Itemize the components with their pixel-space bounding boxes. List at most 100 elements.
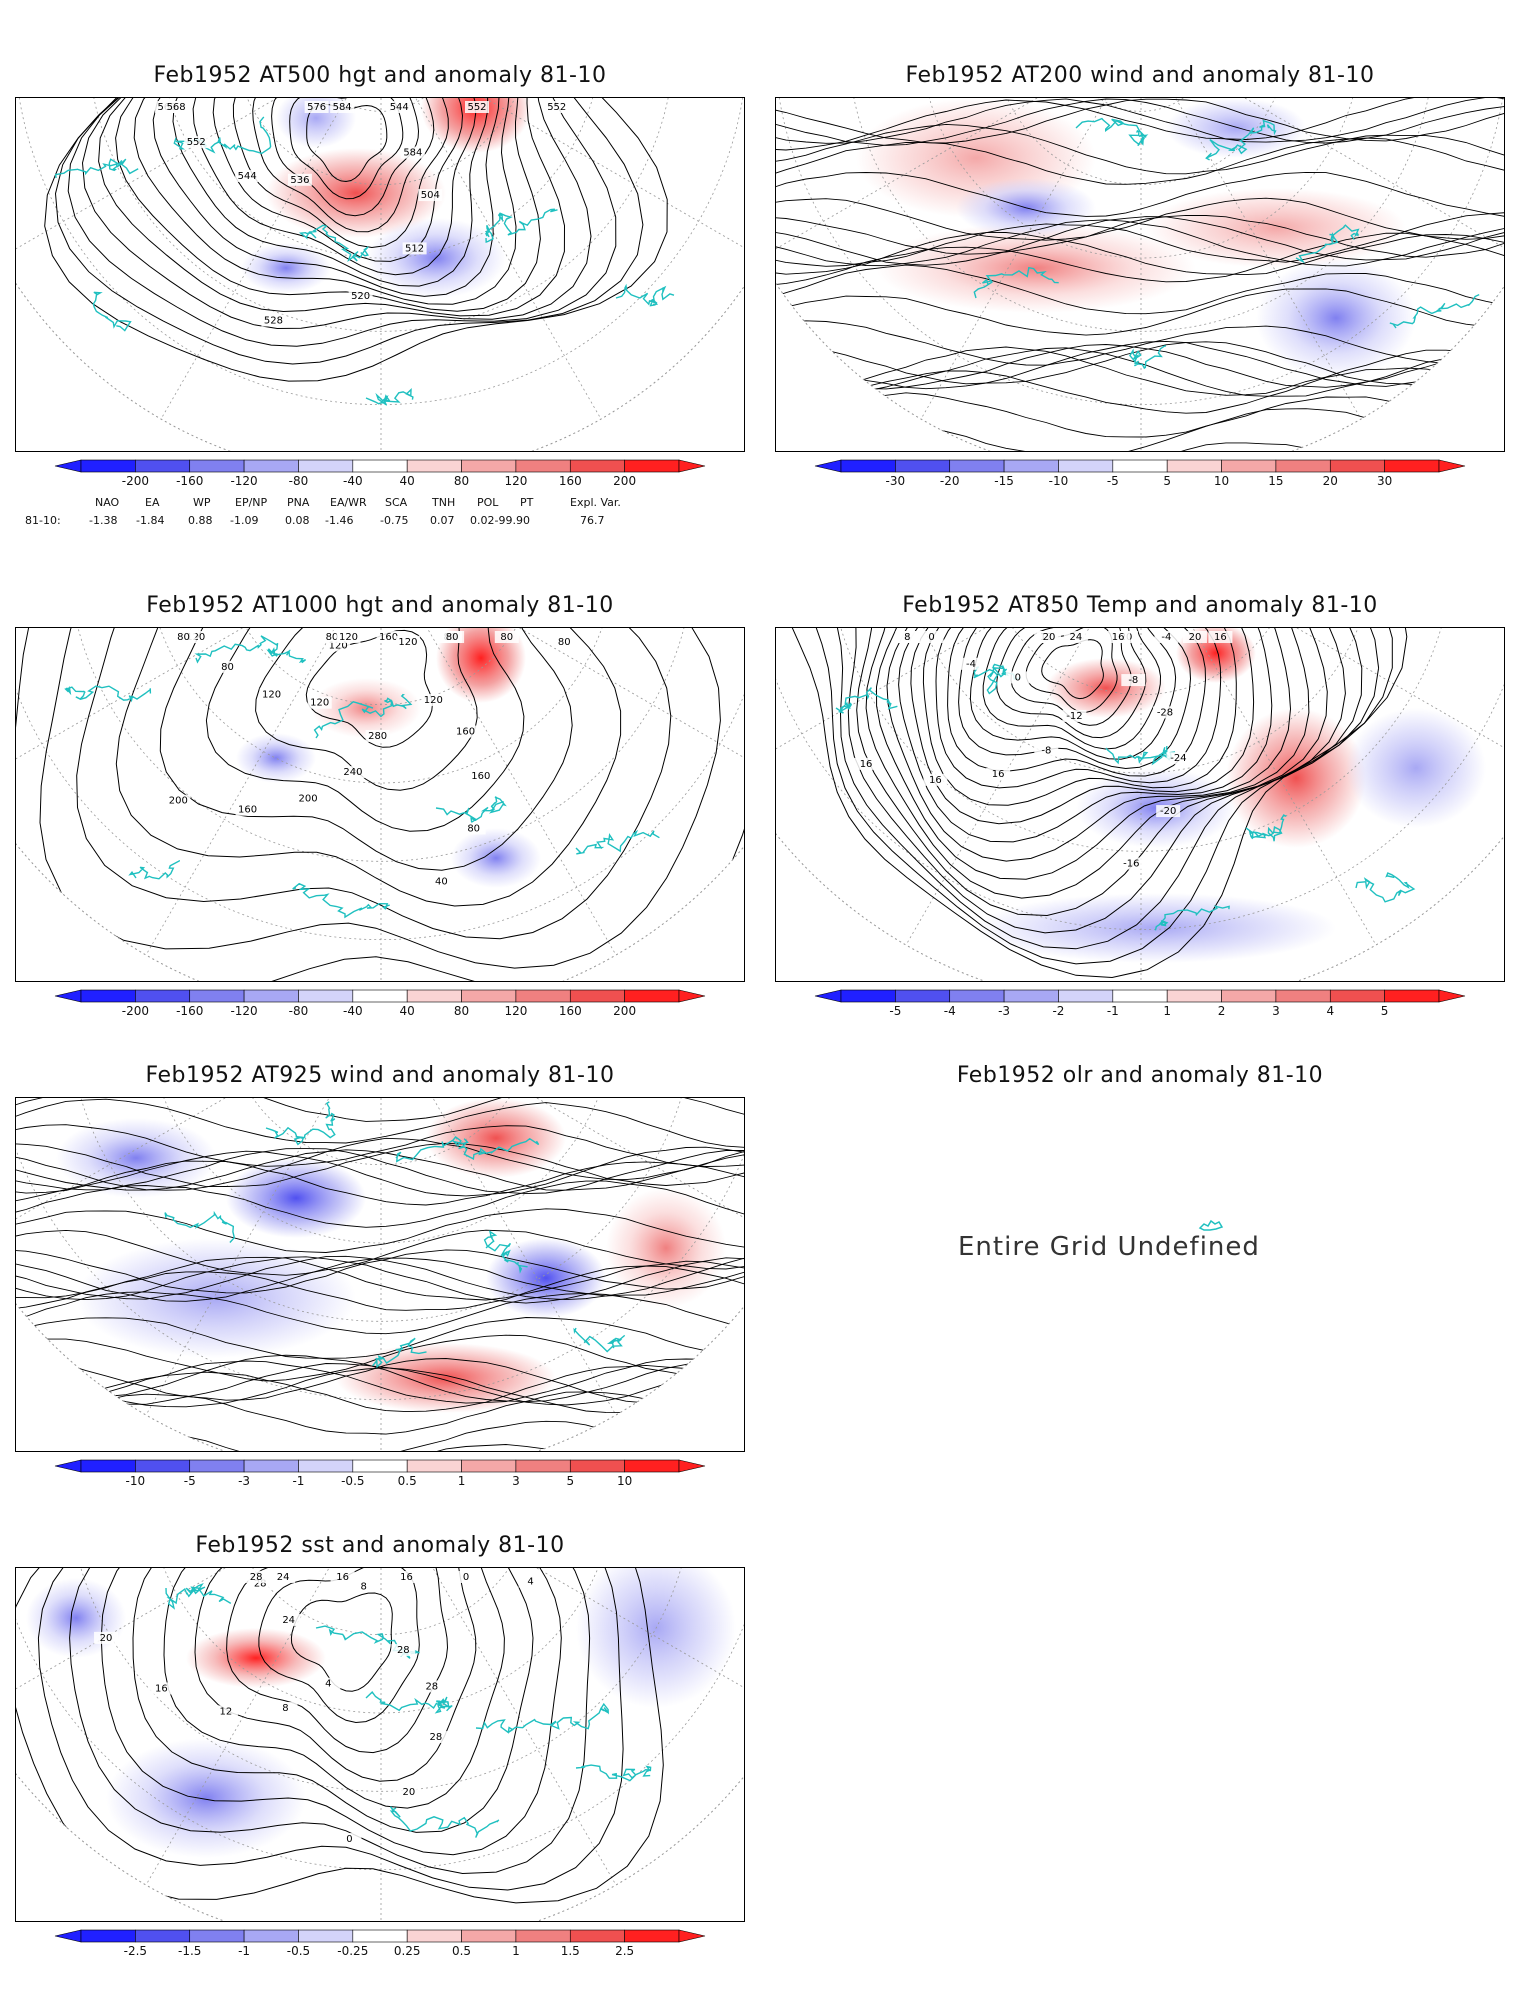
contour-label-bg	[400, 146, 425, 159]
contour-label-bg	[1154, 631, 1179, 643]
colorbar-925wind: -10 -5 -3 -1 -0.5 0.5 1 3 5 10	[54, 1459, 706, 1492]
colorbar-tick-label: -200	[121, 474, 149, 488]
streamline	[776, 408, 1504, 451]
tele-header-epnp: EP/NP	[235, 496, 268, 509]
colorbar-tick-label: 1	[457, 1474, 466, 1488]
tele-value-nao: -1.38	[89, 514, 118, 527]
contour-label: 536	[290, 175, 309, 186]
contour-label-bg	[429, 875, 454, 888]
colorbar-tick-label: 200	[613, 1004, 637, 1018]
longitude-gridline	[160, 98, 382, 420]
contour-line	[226, 1568, 449, 1754]
colorbar-swatch	[515, 1459, 571, 1473]
contour-label-bg	[304, 101, 329, 113]
colorbar-swatch	[624, 1459, 680, 1473]
contour-label-bg	[261, 314, 286, 327]
colorbar-swatch	[243, 459, 299, 473]
coastline	[128, 860, 180, 880]
coastline	[1105, 745, 1176, 766]
contour-label-bg	[1121, 674, 1146, 687]
colorbar-swatch	[1112, 989, 1168, 1003]
contour-label-bg	[365, 729, 390, 742]
colorbar-tick-label: -5	[1106, 474, 1119, 488]
contour-line	[205, 628, 525, 832]
contour-label-bg	[330, 101, 355, 113]
tele-header-pt: PT	[520, 496, 534, 509]
tele-value-wp: 0.88	[188, 514, 213, 527]
colorbar-tick-label: 160	[558, 474, 582, 488]
coastlines	[54, 116, 675, 406]
contour-label: 160	[471, 771, 490, 782]
colorbar-swatch	[461, 459, 517, 473]
colorbar-swatch	[461, 1459, 517, 1473]
tele-value-pol-pt: 0.02-99.90	[470, 514, 530, 527]
coastline	[164, 1210, 236, 1243]
contour-line	[76, 628, 672, 940]
colorbar-swatch	[352, 989, 408, 1003]
contour-label: 20	[403, 1787, 416, 1798]
longitude-gridline	[145, 1098, 382, 1416]
coastline	[1205, 119, 1277, 161]
colorbar-tick-label: 15	[1268, 474, 1284, 488]
contour-label-bg	[271, 1571, 296, 1583]
contour-label-bg	[166, 794, 191, 807]
contour-label: 120	[310, 698, 329, 709]
colorbar-swatch	[895, 989, 951, 1003]
contour-label: -16	[1123, 859, 1139, 870]
tele-value-tnh: 0.07	[430, 514, 455, 527]
streamline	[16, 1180, 744, 1228]
contour-line	[115, 98, 541, 312]
colorbar-swatch	[515, 989, 571, 1003]
contour-label: 80	[500, 632, 513, 643]
streamline	[776, 232, 1504, 286]
anomaly-shading	[1166, 98, 1306, 158]
colorbar-tick-label: -160	[176, 1004, 204, 1018]
colorbar-swatch	[1003, 459, 1059, 473]
contour-label-bg	[1156, 805, 1181, 818]
contour-label-bg	[276, 1613, 301, 1626]
colorbar-tick-label: 1.5	[560, 1944, 580, 1958]
contour-line	[163, 1568, 505, 1809]
longitude-gridline	[145, 628, 382, 956]
tele-header-eawr: EA/WR	[330, 496, 367, 509]
streamline	[16, 1229, 744, 1276]
coastline	[64, 685, 152, 703]
colorbar-swatch	[406, 459, 462, 473]
longitude-gridline	[1140, 628, 1377, 946]
colorbar-swatch	[352, 1929, 408, 1943]
colorbar-tick-label: 3	[512, 1474, 520, 1488]
colorbar-swatch	[406, 989, 462, 1003]
latitude-gridline	[1067, 98, 1215, 112]
colorbar-swatch	[515, 459, 571, 473]
streamline	[16, 1146, 744, 1197]
streamline	[776, 264, 1504, 317]
tele-row-label: 81-10:	[25, 514, 61, 527]
contour-label: 200	[169, 796, 188, 807]
colorbar-tick-label: -3	[238, 1474, 251, 1488]
colorbar-swatch	[1166, 989, 1222, 1003]
contour-line	[776, 628, 1408, 979]
contour-label: 200	[298, 794, 317, 805]
tele-header-wp: WP	[193, 496, 211, 509]
streamline	[16, 1364, 744, 1417]
colorbar-swatch	[135, 1459, 191, 1473]
streamline	[776, 392, 1504, 441]
contour-label-bg	[235, 803, 260, 816]
contour-line	[1025, 628, 1118, 713]
coastlines	[64, 635, 660, 919]
colorbar-swatch	[1384, 459, 1440, 473]
colorbar-tick-label: -40	[343, 474, 363, 488]
colorbar-arrow-low	[814, 459, 842, 473]
coastline	[1154, 905, 1230, 931]
contour-label-bg	[895, 631, 920, 643]
streamline	[16, 1291, 744, 1337]
contour-label-bg	[1106, 631, 1131, 643]
streamline	[776, 212, 1504, 267]
anomaly-shading	[241, 243, 331, 293]
contour-label-bg	[164, 101, 189, 113]
coastline	[194, 635, 307, 664]
contour-line	[305, 629, 433, 748]
colorbar-tick-label: -3	[998, 1004, 1011, 1018]
contour-label: 0	[928, 632, 934, 643]
